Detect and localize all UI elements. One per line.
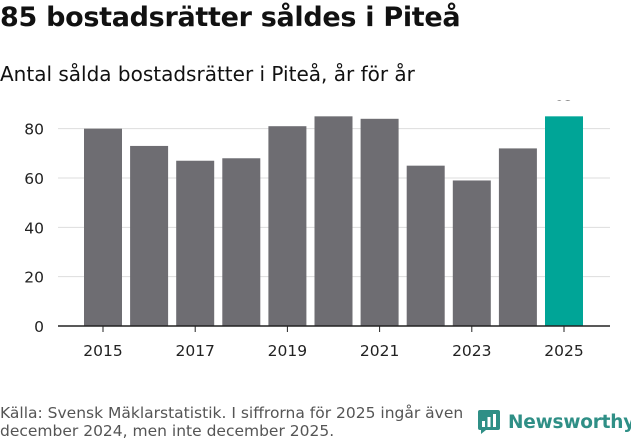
x-axis: 2015 2017 2019 2021 2023 2025 [58, 325, 610, 360]
x-tick-label: 2021 [360, 342, 399, 360]
y-tick-label: 60 [24, 170, 44, 188]
chart-subtitle: Antal sålda bostadsrätter i Piteå, år fö… [0, 62, 415, 86]
y-axis: 0 20 40 60 80 [24, 121, 44, 336]
chart-title: 85 bostadsrätter såldes i Piteå [0, 2, 461, 33]
x-tick-label: 2023 [452, 342, 491, 360]
x-tick-label: 2015 [83, 342, 122, 360]
bar-2024 [498, 148, 537, 326]
x-tick-label: 2017 [175, 342, 214, 360]
bar-2020 [314, 116, 353, 326]
bars [84, 116, 583, 326]
bar-2018 [222, 158, 261, 326]
data-label-2025: 85 [554, 100, 573, 104]
y-tick-label: 40 [24, 219, 44, 237]
y-tick-label: 80 [24, 121, 44, 139]
newsworthy-logo: Newsworthy [477, 409, 631, 435]
x-tick-label: 2025 [544, 342, 583, 360]
source-note: Källa: Svensk Mäklarstatistik. I siffror… [0, 404, 464, 440]
bar-2025 [545, 116, 583, 326]
bar-2016 [130, 145, 169, 326]
bar-2015 [84, 128, 122, 326]
bar-2017 [176, 160, 215, 326]
bar-chart-icon [478, 410, 500, 434]
bar-2021 [360, 118, 399, 326]
bar-2023 [452, 180, 491, 326]
x-tick-label: 2019 [268, 342, 307, 360]
bar-2022 [406, 165, 445, 326]
bar-chart: 0 20 40 60 80 2015 2017 2019 2021 2023 2025 85 [24, 100, 610, 360]
data-labels: 85 [554, 100, 573, 104]
bar-2019 [268, 126, 307, 326]
logo-text: Newsworthy [508, 411, 631, 433]
y-tick-label: 0 [34, 318, 44, 336]
y-tick-label: 20 [24, 269, 44, 287]
